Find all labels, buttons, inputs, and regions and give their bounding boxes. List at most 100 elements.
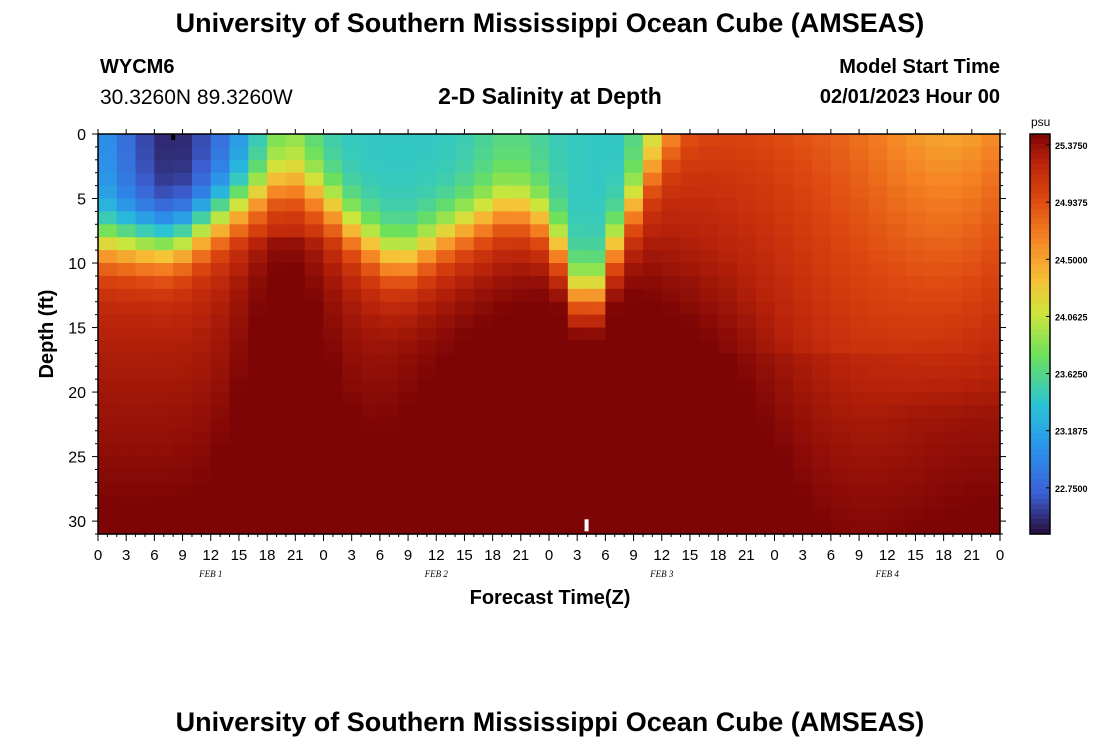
heatmap-cell <box>943 134 964 148</box>
heatmap-cell <box>718 224 738 238</box>
heatmap-cell <box>492 237 513 251</box>
heatmap-cell <box>718 353 738 367</box>
heatmap-cell <box>116 366 137 380</box>
heatmap-cell <box>135 275 155 290</box>
heatmap-cell <box>229 237 249 251</box>
heatmap-cell <box>173 392 193 406</box>
heatmap-cell <box>285 134 306 148</box>
heatmap-cell <box>943 237 964 251</box>
heatmap-cell <box>699 250 719 264</box>
x-tick-label: 9 <box>404 547 412 564</box>
heatmap-cell <box>229 456 249 471</box>
heatmap-cell <box>605 146 625 161</box>
colorbar-band <box>1030 409 1050 415</box>
heatmap-cell <box>962 392 982 406</box>
heatmap-cell <box>586 159 606 174</box>
heatmap-cell <box>924 443 945 458</box>
heatmap-cell <box>154 198 174 213</box>
heatmap-cell <box>248 250 268 264</box>
day-label: FEB 3 <box>649 569 674 579</box>
heatmap-cell <box>567 134 588 148</box>
heatmap-cell <box>887 288 907 303</box>
heatmap-cell <box>699 146 719 161</box>
heatmap-cell <box>549 263 569 277</box>
heatmap-cell <box>943 443 964 458</box>
heatmap-cell <box>135 159 155 174</box>
heatmap-cell <box>680 495 700 509</box>
heatmap-cell <box>868 482 888 496</box>
heatmap-cell <box>173 224 193 238</box>
heatmap-cell <box>755 288 776 303</box>
heatmap-cell <box>849 250 870 264</box>
colorbar-band <box>1030 149 1050 155</box>
heatmap-cell <box>549 185 569 200</box>
heatmap-cell <box>342 275 362 290</box>
heatmap-cell <box>304 521 325 535</box>
heatmap-cell <box>267 456 287 471</box>
heatmap-cell <box>642 288 663 303</box>
colorbar-band <box>1030 364 1050 370</box>
heatmap-cell <box>342 263 362 277</box>
heatmap-cell <box>906 224 926 238</box>
heatmap-cell <box>906 327 926 342</box>
heatmap-cell <box>943 404 964 419</box>
heatmap-cell <box>605 417 625 432</box>
heatmap-cell <box>830 482 851 496</box>
colorbar-band <box>1030 374 1050 380</box>
colorbar-tick-label: 24.0625 <box>1055 312 1088 322</box>
heatmap-cell <box>436 288 456 303</box>
heatmap-cell <box>342 379 362 393</box>
heatmap-cell <box>173 521 193 535</box>
heatmap-cell <box>267 250 287 264</box>
heatmap-cell <box>774 430 794 445</box>
heatmap-cell <box>323 430 343 445</box>
heatmap-cell <box>304 366 325 380</box>
heatmap-cell <box>887 366 907 380</box>
heatmap-cell <box>774 417 794 432</box>
heatmap-cell <box>511 301 531 316</box>
heatmap-cell <box>455 198 475 213</box>
heatmap-cell <box>567 366 588 380</box>
heatmap-cell <box>173 508 193 522</box>
heatmap-cell <box>605 314 625 329</box>
heatmap-cell <box>398 185 419 200</box>
heatmap-cell <box>285 430 306 445</box>
heatmap-cell <box>455 185 475 200</box>
heatmap-cell <box>285 392 306 406</box>
heatmap-cell <box>135 301 155 316</box>
heatmap-cell <box>981 392 1001 406</box>
heatmap-cell <box>417 275 437 290</box>
heatmap-cell <box>304 134 325 148</box>
heatmap-cell <box>398 521 419 535</box>
heatmap-cell <box>173 237 193 251</box>
heatmap-cell <box>624 198 644 213</box>
heatmap-cell <box>962 508 982 522</box>
heatmap-cell <box>830 237 851 251</box>
colorbar-band <box>1030 174 1050 180</box>
heatmap-cell <box>379 456 400 471</box>
heatmap-cell <box>304 301 325 316</box>
heatmap-cell <box>361 134 381 148</box>
heatmap-cell <box>981 288 1001 303</box>
heatmap-cell <box>868 469 888 483</box>
heatmap-cell <box>586 417 606 432</box>
colorbar-band <box>1030 404 1050 410</box>
colorbar-band <box>1030 309 1050 315</box>
heatmap-cell <box>812 495 832 509</box>
heatmap-cell <box>605 443 625 458</box>
heatmap-cell <box>248 521 268 535</box>
heatmap-cell <box>361 263 381 277</box>
heatmap-cell <box>492 224 513 238</box>
heatmap-cell <box>549 482 569 496</box>
heatmap-cell <box>943 172 964 187</box>
heatmap-cell <box>962 417 982 432</box>
heatmap-cell <box>530 327 550 342</box>
colorbar-band <box>1030 134 1050 140</box>
heatmap-cell <box>285 417 306 432</box>
colorbar-band <box>1030 454 1050 460</box>
heatmap-cell <box>924 456 945 471</box>
heatmap-cell <box>492 508 513 522</box>
heatmap-cell <box>755 521 776 535</box>
heatmap-cell <box>379 172 400 187</box>
heatmap-cell <box>173 185 193 200</box>
